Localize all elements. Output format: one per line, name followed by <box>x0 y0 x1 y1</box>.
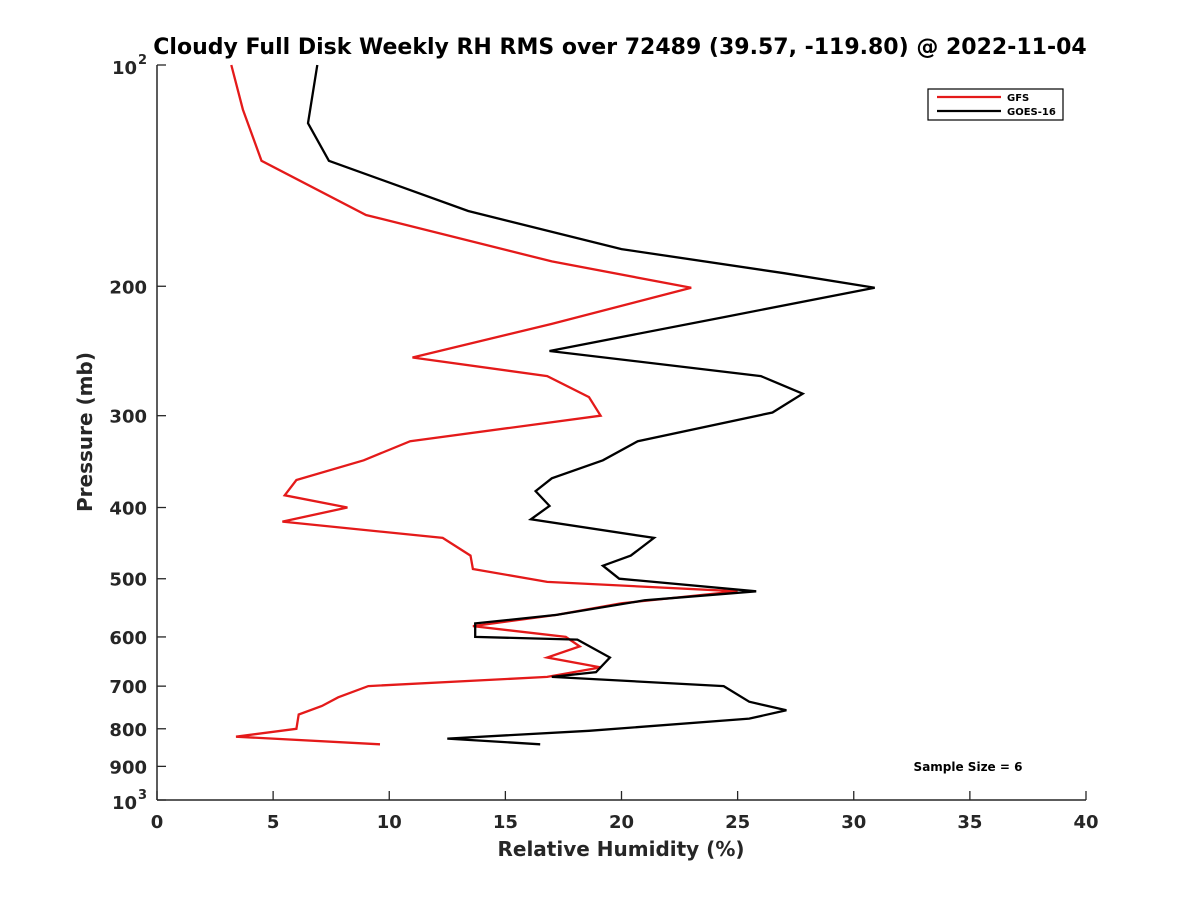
x-tick-label: 0 <box>151 812 164 833</box>
y-tick-label: 400 <box>109 499 147 520</box>
y-axis-label: Pressure (mb) <box>73 352 97 512</box>
series-layer <box>230 64 875 746</box>
y-tick-label: 10 <box>112 58 137 79</box>
y-tick-label: 900 <box>109 757 147 778</box>
y-tick-label: 600 <box>109 628 147 649</box>
legend-box <box>927 88 1064 121</box>
x-tick-label: 30 <box>841 812 866 833</box>
y-tick-label: 10 <box>112 793 137 814</box>
chart-title: Cloudy Full Disk Weekly RH RMS over 7248… <box>153 35 1086 60</box>
legend-label: GFS <box>1007 93 1029 104</box>
series-line-goes-16 <box>306 64 875 746</box>
x-tick-label: 10 <box>377 812 402 833</box>
series-line-gfs <box>230 64 738 746</box>
x-tick-label: 25 <box>725 812 750 833</box>
x-tick-label: 40 <box>1073 812 1098 833</box>
x-tick-label: 20 <box>609 812 634 833</box>
legend: GFS GOES-16 <box>927 88 1064 121</box>
y-tick-label: 800 <box>109 720 147 741</box>
y-tick-label: 300 <box>109 407 147 428</box>
y-tick-exponent: 2 <box>138 53 147 68</box>
sample-size-annotation: Sample Size = 6 <box>914 760 1023 774</box>
y-tick-label: 700 <box>109 677 147 698</box>
x-tick-label: 35 <box>957 812 982 833</box>
x-tick-label: 15 <box>493 812 518 833</box>
y-tick-label: 500 <box>109 570 147 591</box>
legend-label: GOES-16 <box>1007 107 1056 118</box>
y-tick-exponent: 3 <box>138 788 147 803</box>
y-tick-label: 200 <box>109 277 147 298</box>
plot-area <box>156 65 1086 801</box>
x-axis-label: Relative Humidity (%) <box>497 837 744 861</box>
x-tick-label: 5 <box>267 812 280 833</box>
x-ticks: 0 5 10 15 20 25 30 35 40 <box>151 791 1099 833</box>
